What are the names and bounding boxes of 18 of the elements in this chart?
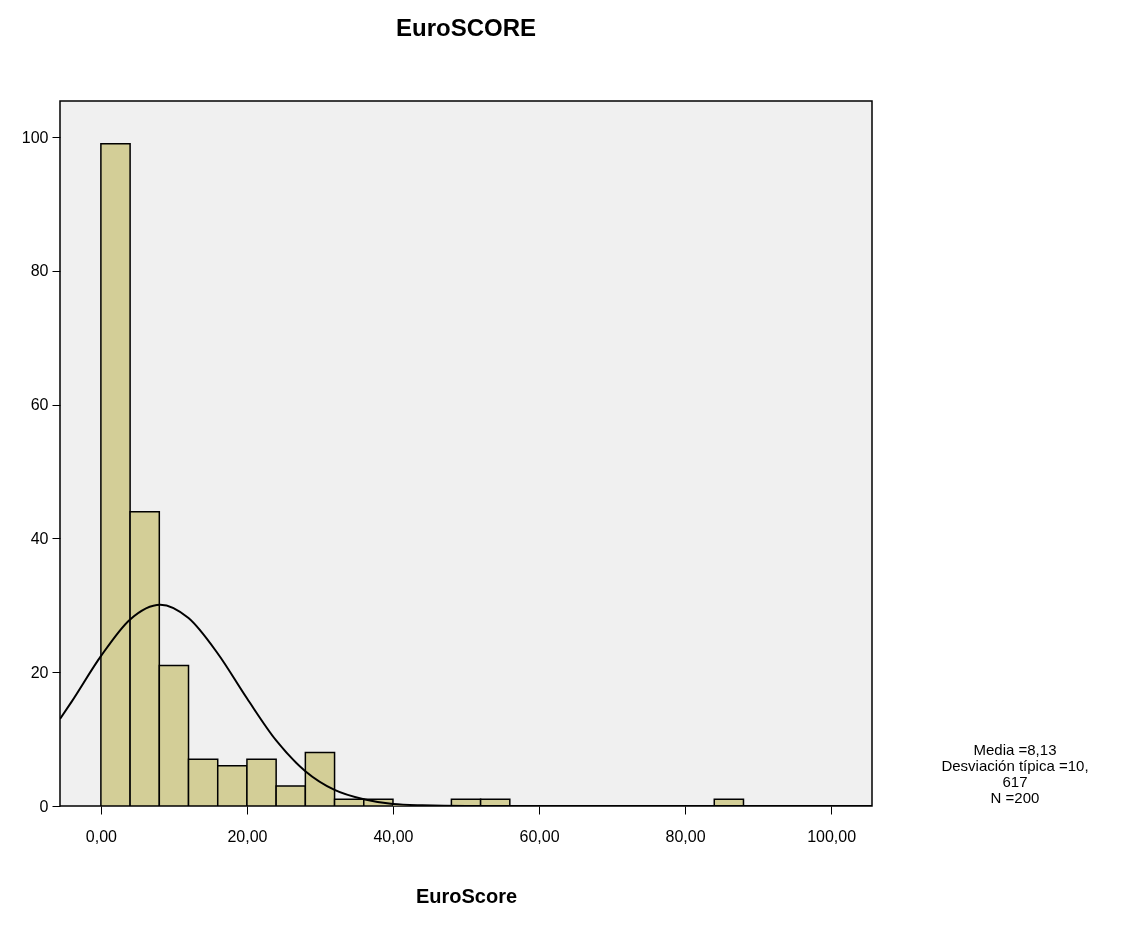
text: Desviación típica =10, [940,757,1090,774]
text: Media =8,13 [972,741,1058,758]
chart-title: EuroSCORE [395,14,537,41]
x-tick-label: 0,00 [85,827,118,845]
x-axis-title: EuroScore [415,884,518,907]
y-tick-label: 80 [30,262,49,280]
x-tick-label: 20,00 [227,827,268,845]
text: N =200 [989,789,1041,806]
text: 617 [1001,773,1028,790]
x-tick-label: 100,00 [807,827,857,845]
y-tick-label: 100 [21,128,49,146]
x-tick-label: 60,00 [519,827,560,845]
y-tick-label: 20 [30,663,49,681]
y-tick-label: 40 [30,529,49,547]
x-tick-label: 40,00 [373,827,414,845]
x-tick-label: 80,00 [665,827,706,845]
y-tick-label: 0 [39,797,49,815]
y-tick-label: 60 [30,396,49,414]
